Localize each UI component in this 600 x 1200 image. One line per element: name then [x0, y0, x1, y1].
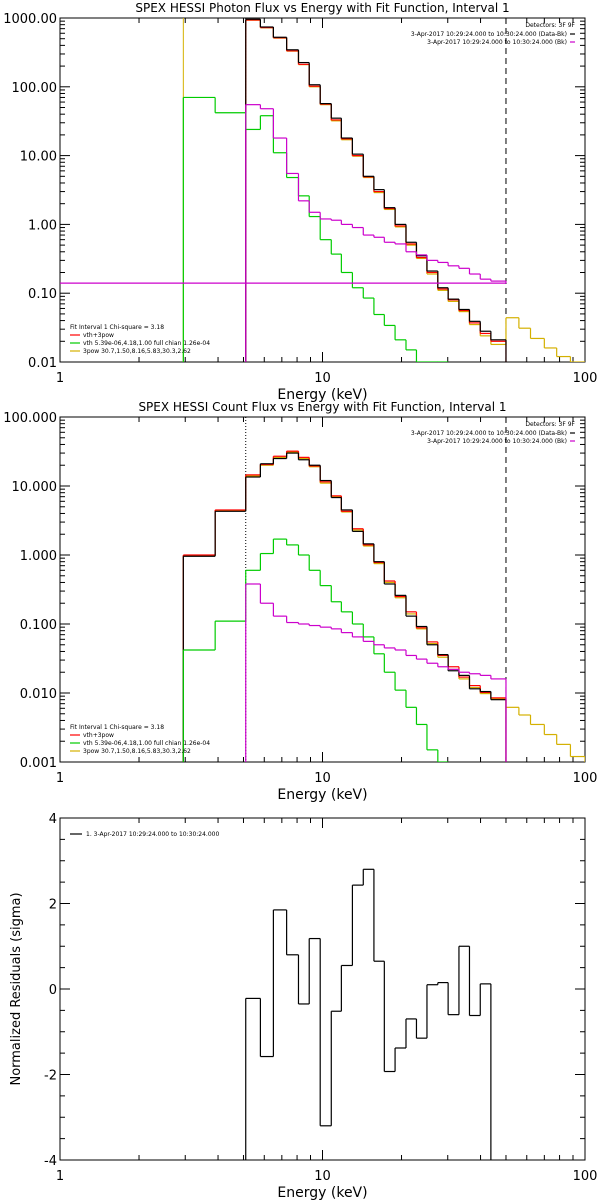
chart-title: SPEX HESSI Photon Flux vs Energy with Fi… — [135, 1, 509, 15]
x-tick-label: 1 — [56, 1169, 64, 1184]
y-tick-label: 0.01 — [28, 356, 57, 371]
legend-entry-text: vth+3pow — [83, 732, 114, 739]
legend-entry-text: 3-Apr-2017 10:29:24.000 to 10:30:24.000 … — [427, 438, 567, 445]
legend-entry-text: 3pow 30.7,1.50,8.16,5.83,30.3,2.62 — [83, 748, 191, 755]
legend-top-right: Detectors: 3F 9F 3-Apr-2017 10:29:24.000 … — [411, 22, 576, 46]
y-tick-label: 10.000 — [12, 480, 58, 495]
series-2 — [182, 450, 507, 762]
y-tick-label: 1000.00 — [3, 12, 57, 27]
x-tick-label: 10 — [314, 771, 331, 786]
x-axis-label: Energy (keV) — [277, 1185, 367, 1200]
legend-entry-text: vth+3pow — [83, 332, 114, 339]
data-area — [60, 18, 585, 362]
y-tick-label: -2 — [44, 1069, 57, 1084]
y-tick-label: 100.000 — [3, 411, 57, 426]
x-tick-label: 10 — [314, 1169, 331, 1184]
x-tick-label: 100 — [573, 371, 598, 386]
series-1 — [245, 868, 492, 1160]
legend-entry-text: 3-Apr-2017 10:29:24.000 to 10:30:24.000 … — [427, 39, 567, 46]
data-area — [182, 450, 585, 762]
y-tick-label: 10.00 — [20, 150, 57, 165]
series-1 — [182, 451, 585, 762]
y-tick-label: 2 — [49, 898, 57, 913]
y-tick-label: 0.10 — [28, 287, 57, 302]
legend-entry-text: 1. 3-Apr-2017 10:29:24.000 to 10:30:24.0… — [86, 831, 219, 838]
legend-detectors: Detectors: 3F 9F — [525, 421, 575, 428]
data-area — [245, 868, 492, 1160]
x-axis-label: Energy (keV) — [277, 787, 367, 803]
series-4 — [182, 96, 449, 362]
chart-panel-1: SPEX HESSI Photon Flux vs Energy with Fi… — [3, 1, 598, 403]
plot-frame — [59, 817, 586, 1161]
legend-entry-text: vth 5.39e-06,4.18,1.00 full chian 1.26e-… — [83, 740, 210, 747]
x-tick-label: 1 — [56, 771, 64, 786]
series-1 — [245, 19, 585, 362]
y-tick-label: 100.00 — [12, 81, 58, 96]
series-3 — [182, 452, 507, 762]
chart-panel-2: SPEX HESSI Count Flux vs Energy with Fit… — [3, 400, 597, 803]
x-tick-label: 1 — [56, 371, 64, 386]
y-tick-label: 4 — [49, 812, 57, 827]
y-tick-label: -4 — [44, 1154, 57, 1169]
x-tick-label: 100 — [573, 771, 598, 786]
legend-entry-text: 3pow 30.7,1.50,8.16,5.83,30.3,2.62 — [83, 348, 191, 355]
legend-detectors: Detectors: 3F 9F — [525, 22, 575, 29]
series-5 — [60, 104, 507, 362]
y-tick-label: 0.010 — [20, 687, 57, 702]
chart-title: SPEX HESSI Count Flux vs Energy with Fit… — [138, 400, 506, 414]
y-tick-label: 1.00 — [28, 218, 57, 233]
x-tick-label: 100 — [573, 1169, 598, 1184]
series-2 — [245, 19, 507, 362]
legend-entry-text: 3-Apr-2017 10:29:24.000 to 10:30:24.000 … — [411, 430, 567, 437]
legend-top-right: Detectors: 3F 9F 3-Apr-2017 10:29:24.000 … — [411, 421, 576, 445]
legend-entry-text: 3-Apr-2017 10:29:24.000 to 10:30:24.000 … — [411, 31, 567, 38]
legend-bottom-left: Fit Interval 1 Chi-square = 3.18vth+3pow… — [70, 324, 210, 355]
chart-panel-3: 1 10 100 -4 -2 0 2 4 Energy (keV) Normalized Resi… — [9, 812, 597, 1200]
y-tick-label: 1.000 — [20, 549, 57, 564]
series-4 — [182, 538, 449, 762]
legend-header: Fit Interval 1 Chi-square = 3.18 — [70, 724, 164, 731]
legend-entry-text: vth 5.39e-06,4.18,1.00 full chian 1.26e-… — [83, 340, 210, 347]
y-tick-label: 0 — [49, 983, 57, 998]
legend-header: Fit Interval 1 Chi-square = 3.18 — [70, 324, 164, 331]
y-tick-label: 0.100 — [20, 618, 57, 633]
y-tick-label: 0.001 — [20, 756, 57, 771]
legend-bottom-left: Fit Interval 1 Chi-square = 3.18vth+3pow… — [70, 724, 210, 755]
x-tick-label: 10 — [314, 371, 331, 386]
series-5 — [245, 583, 507, 762]
x-axis-label: Energy (keV) — [277, 387, 367, 403]
legend-top-left: 1. 3-Apr-2017 10:29:24.000 to 10:30:24.0… — [70, 831, 219, 838]
y-axis-label: Normalized Residuals (sigma) — [9, 892, 24, 1085]
